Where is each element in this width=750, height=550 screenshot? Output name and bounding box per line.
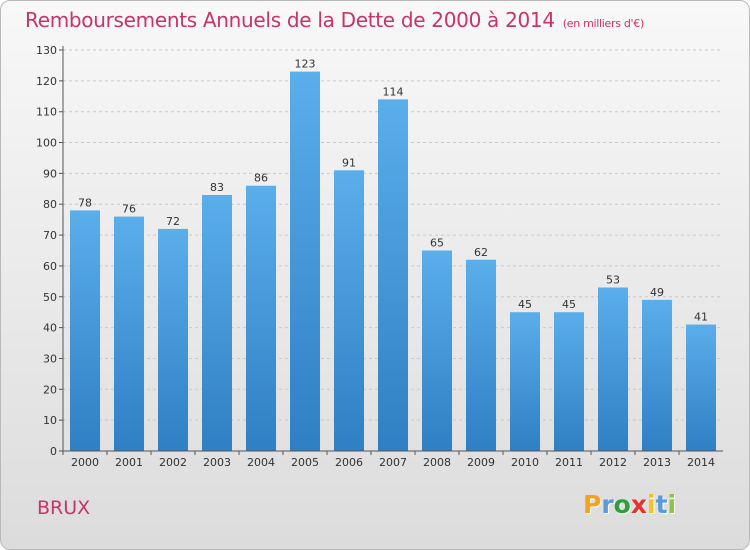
x-tick-label: 2011 <box>555 456 583 469</box>
x-tick-label: 2000 <box>71 456 99 469</box>
brand-letter: r <box>601 490 614 519</box>
bar <box>378 99 408 451</box>
brand-letter: i <box>667 490 677 519</box>
bar-value-label: 65 <box>430 237 444 250</box>
x-tick-label: 2013 <box>643 456 671 469</box>
x-tick-label: 2004 <box>247 456 275 469</box>
y-tick-label: 60 <box>43 260 57 273</box>
x-tick-label: 2008 <box>423 456 451 469</box>
y-tick-label: 80 <box>43 198 57 211</box>
x-tick-label: 2007 <box>379 456 407 469</box>
x-tick-label: 2003 <box>203 456 231 469</box>
bar <box>422 250 452 451</box>
bar <box>642 299 672 451</box>
x-tick-label: 2012 <box>599 456 627 469</box>
brand-letter: x <box>630 490 647 519</box>
x-tick-label: 2002 <box>159 456 187 469</box>
y-tick-label: 120 <box>36 75 57 88</box>
bar <box>114 216 144 451</box>
bar <box>290 71 320 451</box>
bar <box>158 228 188 451</box>
x-tick-label: 2006 <box>335 456 363 469</box>
bar <box>466 259 496 451</box>
place-name: BRUX <box>37 497 91 519</box>
x-tick-label: 2009 <box>467 456 495 469</box>
bar-value-label: 72 <box>166 215 180 228</box>
bar-value-label: 45 <box>562 298 576 311</box>
bar <box>554 312 584 451</box>
bar-value-label: 45 <box>518 298 532 311</box>
bar-value-label: 76 <box>122 203 136 216</box>
bar-value-label: 49 <box>650 286 664 299</box>
y-tick-label: 100 <box>36 137 57 150</box>
bar-value-label: 53 <box>606 274 620 287</box>
bar <box>510 312 540 451</box>
bar <box>70 210 100 451</box>
y-tick-label: 110 <box>36 106 57 119</box>
y-tick-label: 40 <box>43 322 57 335</box>
bar-series: 78 76 72 83 86 123 91 114 65 62 45 45 53 49 41 <box>70 58 716 452</box>
x-tick-label: 2005 <box>291 456 319 469</box>
y-tick-label: 50 <box>43 291 57 304</box>
bar-value-label: 91 <box>342 156 356 169</box>
chart-title: Remboursements Annuels de la Dette de 20… <box>25 8 644 32</box>
bar-value-label: 123 <box>295 58 316 71</box>
bar-value-label: 41 <box>694 311 708 324</box>
y-tick-label: 70 <box>43 229 57 242</box>
brand-letter: P <box>583 490 602 519</box>
chart-subtitle: (en milliers d'€) <box>562 17 644 30</box>
bar <box>334 170 364 452</box>
y-tick-label: 90 <box>43 167 57 180</box>
y-tick-label: 30 <box>43 352 57 365</box>
bar <box>598 287 628 451</box>
y-tick-label: 130 <box>36 44 57 57</box>
chart-title-text: Remboursements Annuels de la Dette de 20… <box>25 8 555 32</box>
y-tick-label: 0 <box>50 445 57 458</box>
bar-value-label: 114 <box>383 85 404 98</box>
bar <box>202 194 232 451</box>
bar-value-label: 78 <box>78 196 92 209</box>
bar-value-label: 62 <box>474 246 488 259</box>
brand-letter: t <box>655 490 668 519</box>
y-tick-label: 20 <box>43 383 57 396</box>
y-tick-label: 10 <box>43 414 57 427</box>
bar-value-label: 86 <box>254 172 268 185</box>
brand-logo: Proxiti <box>583 490 676 519</box>
x-tick-label: 2010 <box>511 456 539 469</box>
brand-letter: o <box>613 490 631 519</box>
x-tick-label: 2014 <box>687 456 715 469</box>
bar <box>246 185 276 451</box>
x-tick-label: 2001 <box>115 456 143 469</box>
bar-value-label: 83 <box>210 181 224 194</box>
brand-letter: i <box>647 490 656 519</box>
axes: 0 10 20 30 40 50 60 70 80 90 100 110 120 130 2000 2001 2… <box>36 44 723 469</box>
bar <box>686 324 716 451</box>
